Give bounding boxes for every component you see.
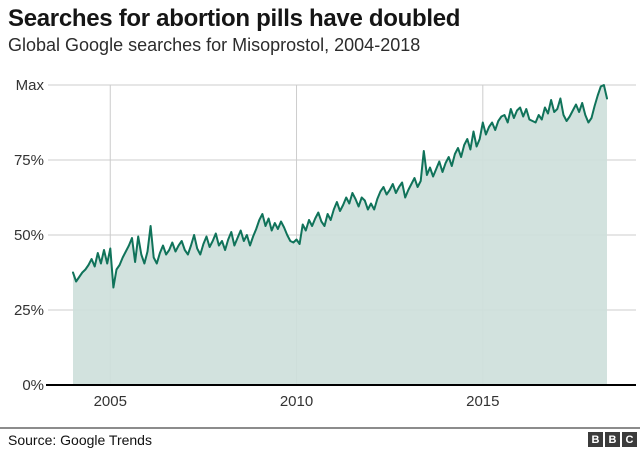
- source-label: Source: Google Trends: [8, 431, 152, 448]
- bbc-logo-block-c: C: [622, 432, 637, 447]
- bbc-logo-block-b1: B: [588, 432, 603, 447]
- chart-title: Searches for abortion pills have doubled: [8, 5, 461, 32]
- bbc-logo-block-b2: B: [605, 432, 620, 447]
- x-tick-label: 2015: [466, 393, 499, 410]
- bbc-logo: B B C: [588, 432, 640, 447]
- footer-bar: Source: Google Trends B B C: [0, 427, 640, 450]
- trend-line: [72, 84, 608, 289]
- x-tick-label: 2005: [94, 393, 127, 410]
- y-tick-label: 50%: [14, 227, 44, 244]
- y-tick-label: Max: [16, 77, 45, 94]
- trend-chart: Max 75% 50% 25% 0% 2005 2010 2015: [14, 77, 636, 410]
- chart-subtitle: Global Google searches for Misoprostol, …: [8, 35, 421, 55]
- x-tick-label: 2010: [280, 393, 313, 410]
- y-tick-label: 25%: [14, 302, 44, 319]
- y-tick-label: 0%: [22, 377, 44, 394]
- area-fill: [73, 85, 607, 385]
- y-tick-label: 75%: [14, 152, 44, 169]
